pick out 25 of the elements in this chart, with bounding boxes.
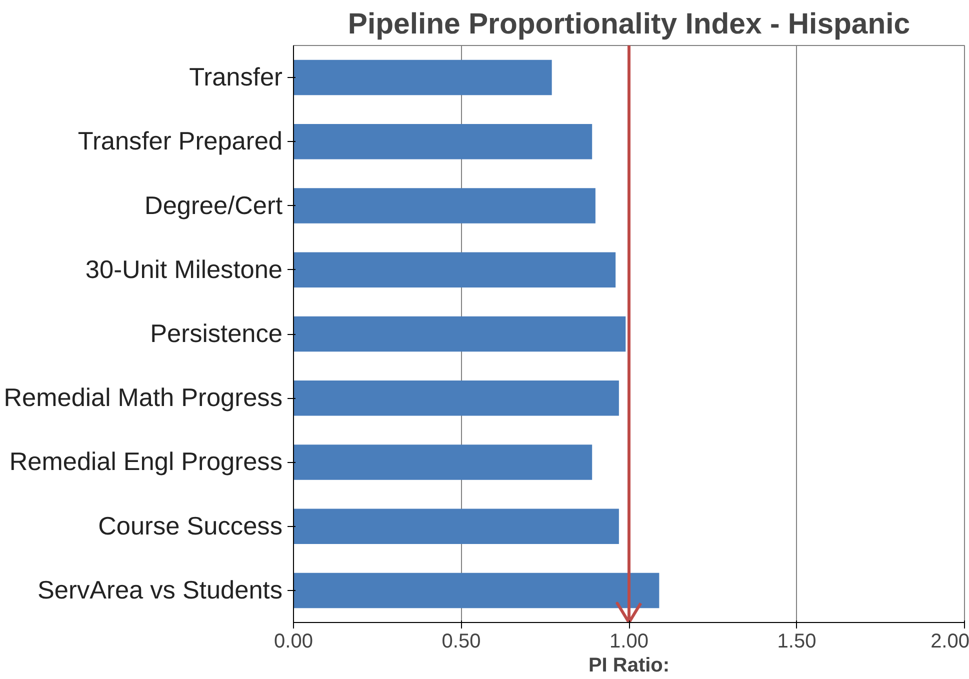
y-tick-label: Persistence bbox=[150, 320, 283, 348]
y-tick-label: Transfer bbox=[189, 64, 284, 92]
x-tick-label: 0.50 bbox=[442, 630, 481, 652]
y-tick-label: Degree/Cert bbox=[144, 192, 283, 220]
y-tick-label: ServArea vs Students bbox=[38, 576, 283, 604]
x-tick-label: 1.50 bbox=[777, 630, 816, 652]
chart-title: Pipeline Proportionality Index - Hispanic bbox=[348, 8, 910, 40]
bar bbox=[294, 444, 592, 480]
x-axis-title: PI Ratio: bbox=[588, 654, 670, 676]
x-tick-label: 2.00 bbox=[930, 630, 969, 652]
bar bbox=[294, 316, 626, 352]
bar bbox=[294, 508, 619, 544]
y-tick-label: Course Success bbox=[98, 512, 283, 540]
bar bbox=[294, 252, 616, 288]
x-tick-label: 0.00 bbox=[274, 630, 313, 652]
bar bbox=[294, 188, 596, 224]
y-tick-label: 30-Unit Milestone bbox=[85, 256, 283, 284]
bar bbox=[294, 124, 592, 160]
y-tick-label: Remedial Math Progress bbox=[4, 384, 283, 412]
bar bbox=[294, 572, 660, 608]
bar bbox=[294, 380, 619, 416]
y-tick-label: Remedial Engl Progress bbox=[9, 448, 283, 476]
x-tick-label: 1.00 bbox=[610, 630, 648, 652]
bar bbox=[294, 60, 552, 96]
y-tick-label: Transfer Prepared bbox=[78, 128, 282, 156]
